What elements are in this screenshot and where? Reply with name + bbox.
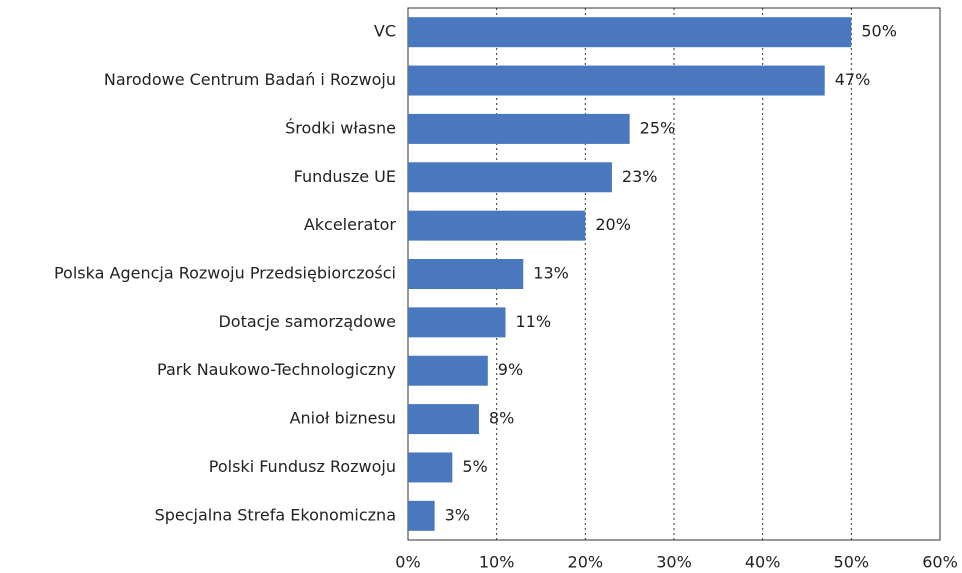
bar (408, 355, 488, 386)
data-label: 20% (595, 215, 631, 234)
x-tick-label: 60% (922, 553, 958, 572)
bar (408, 307, 506, 338)
y-tick-label: Polska Agencja Rozwoju Przedsiębiorczośc… (54, 264, 396, 283)
data-label: 25% (640, 118, 676, 137)
y-tick-label: Specjalna Strefa Ekonomiczna (155, 505, 396, 524)
bar (408, 162, 612, 193)
data-label: 47% (835, 70, 871, 89)
y-tick-label: Środki własne (285, 118, 396, 137)
data-label: 50% (861, 22, 897, 41)
x-tick-label: 10% (479, 553, 515, 572)
y-tick-label: Narodowe Centrum Badań i Rozwoju (104, 70, 396, 89)
data-label: 3% (445, 505, 470, 524)
bar (408, 210, 586, 241)
data-label: 8% (489, 409, 514, 428)
y-tick-label: Anioł biznesu (290, 409, 396, 428)
x-tick-label: 20% (568, 553, 604, 572)
y-tick-label: Polski Fundusz Rozwoju (209, 457, 396, 476)
y-tick-label: Akcelerator (304, 215, 397, 234)
bar (408, 65, 825, 96)
y-tick-label: Park Naukowo-Technologiczny (157, 360, 396, 379)
bar (408, 259, 524, 289)
x-tick-label: 30% (656, 553, 692, 572)
y-tick-label: VC (374, 22, 396, 41)
data-label: 5% (462, 457, 487, 476)
data-label: 13% (533, 264, 569, 283)
bar (408, 404, 479, 435)
data-label: 11% (516, 312, 552, 331)
y-tick-label: Dotacje samorządowe (218, 312, 396, 331)
data-label: 9% (498, 360, 523, 379)
x-tick-label: 0% (395, 553, 420, 572)
bar (408, 452, 453, 483)
bar (408, 17, 852, 48)
bar (408, 113, 630, 144)
x-tick-label: 50% (834, 553, 870, 572)
x-tick-label: 40% (745, 553, 781, 572)
y-tick-label: Fundusze UE (294, 167, 396, 186)
bar (408, 500, 435, 531)
data-label: 23% (622, 167, 658, 186)
